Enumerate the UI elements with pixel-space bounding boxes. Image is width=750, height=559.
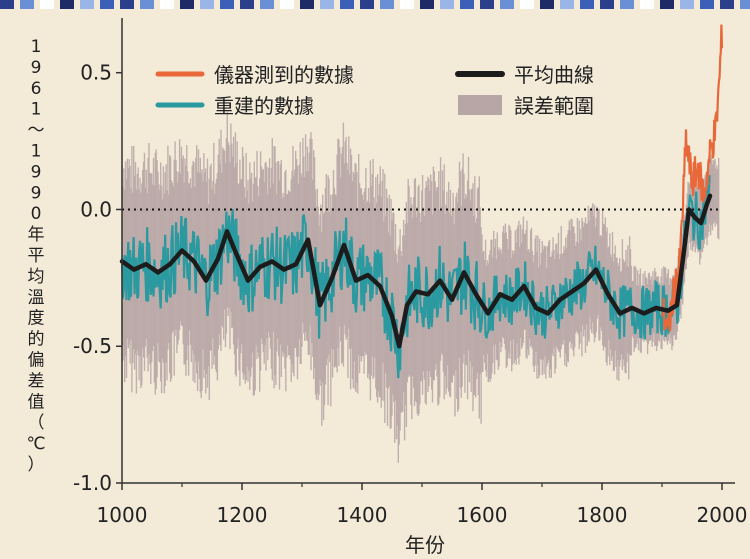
strip-segment xyxy=(400,0,414,9)
strip-segment xyxy=(580,0,594,9)
axes: 1000 1200 1400 1600 1800 2000 0.5 0.0 -0.5 -1.0 xyxy=(73,18,747,527)
strip-segment xyxy=(640,0,654,9)
strip-segment xyxy=(320,0,334,9)
strip-segment xyxy=(300,0,314,9)
strip-segment xyxy=(380,0,394,9)
y-axis-title-char: ℃ xyxy=(26,434,45,454)
strip-segment xyxy=(500,0,514,9)
strip-segment xyxy=(700,0,714,9)
legend-label: 平均曲線 xyxy=(514,63,594,87)
strip-segment xyxy=(0,0,14,9)
strip-segment xyxy=(560,0,574,9)
strip-segment xyxy=(440,0,454,9)
instrument-data-line xyxy=(660,24,724,332)
strip-segment xyxy=(600,0,614,9)
strip-segment xyxy=(20,0,34,9)
y-axis-title-char: ～ xyxy=(28,121,45,141)
y-axis-title-char: ） xyxy=(28,455,45,475)
x-tick-label: 1600 xyxy=(457,503,508,527)
strip-segment xyxy=(180,0,194,9)
strip-segment xyxy=(80,0,94,9)
strip-segment xyxy=(540,0,554,9)
strip-segment xyxy=(340,0,354,9)
legend-label: 儀器測到的數據 xyxy=(214,63,354,87)
strip-segment xyxy=(160,0,174,9)
y-tick-label: 0.0 xyxy=(80,197,112,221)
y-axis-title-char: 6 xyxy=(31,79,42,99)
strip-segment xyxy=(460,0,474,9)
strip-segment xyxy=(60,0,74,9)
strip-segment xyxy=(680,0,694,9)
y-axis-title-char: 9 xyxy=(31,162,42,182)
x-tick-label: 1400 xyxy=(337,503,388,527)
y-axis-title-char: 差 xyxy=(28,371,45,391)
y-axis-title-char: 0 xyxy=(31,204,42,224)
y-axis-title-char: 9 xyxy=(31,58,42,78)
legend-swatch xyxy=(458,95,502,115)
strip-segment xyxy=(620,0,634,9)
strip-segment xyxy=(240,0,254,9)
strip-segment xyxy=(220,0,234,9)
y-tick-label: 0.5 xyxy=(80,61,112,85)
y-axis-title-char: 年 xyxy=(28,225,45,245)
legend-label: 誤差範圍 xyxy=(514,94,594,118)
mean-curve-series xyxy=(119,193,713,349)
strip-segment xyxy=(420,0,434,9)
y-axis-title-char: 度 xyxy=(28,309,45,329)
strip-segment xyxy=(100,0,114,9)
strip-segment xyxy=(280,0,294,9)
instrument-data-series xyxy=(660,24,724,332)
x-axis-title: 年份 xyxy=(405,533,445,557)
decorative-color-strip xyxy=(0,0,750,9)
y-axis-title-char: 1 xyxy=(31,37,42,57)
strip-segment xyxy=(360,0,374,9)
strip-segment xyxy=(740,0,750,9)
y-axis-title-char: 1 xyxy=(31,100,42,120)
mean-curve-line xyxy=(119,193,713,349)
x-tick-label: 1000 xyxy=(97,503,148,527)
strip-segment xyxy=(260,0,274,9)
x-tick-label: 2000 xyxy=(697,503,748,527)
y-tick-label: -0.5 xyxy=(73,334,112,358)
y-axis-title-char: 偏 xyxy=(28,351,45,371)
y-axis-title-char: 溫 xyxy=(28,288,45,308)
y-axis-title-char: 的 xyxy=(28,330,45,350)
strip-segment xyxy=(520,0,534,9)
y-axis-title-char: 均 xyxy=(28,267,45,287)
x-tick-label: 1800 xyxy=(577,503,628,527)
y-axis-title-char: 9 xyxy=(31,183,42,203)
strip-segment xyxy=(120,0,134,9)
strip-segment xyxy=(200,0,214,9)
strip-segment xyxy=(660,0,674,9)
strip-segment xyxy=(140,0,154,9)
strip-segment xyxy=(40,0,54,9)
y-axis-title-char: （ xyxy=(28,413,45,433)
legend-label: 重建的數據 xyxy=(214,94,314,118)
y-axis-title-char: 1 xyxy=(31,142,42,162)
y-axis-title-char: 值 xyxy=(28,392,45,412)
y-tick-label: -1.0 xyxy=(73,471,112,495)
x-tick-label: 1200 xyxy=(217,503,268,527)
strip-segment xyxy=(480,0,494,9)
strip-segment xyxy=(720,0,734,9)
y-axis-title-char: 平 xyxy=(28,246,45,266)
